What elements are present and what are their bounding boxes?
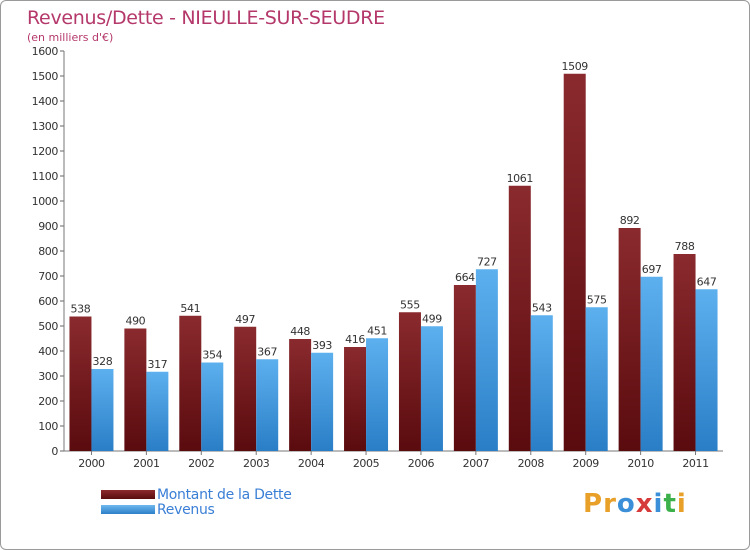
data-label-revenue: 317 <box>147 358 167 371</box>
bar-debt <box>673 254 696 451</box>
data-label-debt: 1509 <box>562 60 589 73</box>
x-tick-label: 2010 <box>627 457 654 470</box>
data-label-debt: 490 <box>125 315 145 328</box>
y-tick-label: 800 <box>38 245 58 258</box>
bar-revenue <box>420 326 443 451</box>
bar-revenue <box>585 307 608 451</box>
y-tick-label: 1200 <box>32 145 59 158</box>
x-tick-label: 2009 <box>573 457 600 470</box>
x-tick-label: 2004 <box>298 457 325 470</box>
y-tick-label: 1000 <box>32 195 59 208</box>
bar-revenue <box>256 359 279 451</box>
data-label-revenue: 727 <box>477 255 497 268</box>
bar-debt <box>618 228 641 451</box>
y-tick-label: 1600 <box>32 45 59 58</box>
y-tick-label: 300 <box>38 370 58 383</box>
data-label-revenue: 354 <box>202 349 222 362</box>
y-tick-label: 1300 <box>32 120 59 133</box>
data-label-debt: 788 <box>675 240 695 253</box>
y-tick-label: 100 <box>38 420 58 433</box>
x-tick-label: 2001 <box>133 457 159 470</box>
legend-label-debt: Montant de la Dette <box>157 486 292 503</box>
x-tick-label: 2005 <box>353 457 380 470</box>
x-tick-label: 2007 <box>463 457 490 470</box>
y-tick-label: 1400 <box>32 95 59 108</box>
legend-label-revenue: Revenus <box>157 501 215 518</box>
data-label-debt: 541 <box>180 302 200 315</box>
bar-debt <box>563 73 586 451</box>
x-tick-label: 2011 <box>682 457 708 470</box>
bar-debt <box>289 339 312 451</box>
proxiti-logo: Proxiti <box>583 489 687 519</box>
data-label-debt: 892 <box>620 214 640 227</box>
chart-title: Revenus/Dette - NIEULLE-SUR-SEUDRE <box>27 7 385 29</box>
data-label-debt: 1061 <box>507 172 533 185</box>
data-label-revenue: 328 <box>93 355 113 368</box>
data-label-debt: 416 <box>345 333 365 346</box>
bar-revenue <box>146 371 169 451</box>
data-label-debt: 497 <box>235 313 255 326</box>
data-label-revenue: 451 <box>367 324 387 337</box>
bar-debt <box>124 328 147 451</box>
bar-revenue <box>530 315 553 451</box>
x-tick-label: 2000 <box>78 457 105 470</box>
data-label-revenue: 575 <box>587 293 607 306</box>
bar-revenue <box>201 362 224 451</box>
chart-subtitle: (en milliers d'€) <box>27 31 114 44</box>
bar-revenue <box>366 338 389 451</box>
data-label-revenue: 499 <box>422 312 442 325</box>
bar-debt <box>179 315 202 451</box>
data-label-revenue: 367 <box>257 345 277 358</box>
y-tick-label: 500 <box>38 320 58 333</box>
legend: Montant de la Dette Revenus <box>101 486 292 518</box>
x-tick-label: 2008 <box>518 457 545 470</box>
bar-debt <box>69 316 92 451</box>
data-label-debt: 538 <box>71 303 91 316</box>
bar-revenue <box>311 352 334 451</box>
bar-revenue <box>695 289 718 451</box>
y-tick-label: 1100 <box>32 170 59 183</box>
legend-swatch-debt <box>101 490 155 499</box>
bar-revenue <box>91 369 114 451</box>
legend-swatch-revenue <box>101 505 155 514</box>
y-tick-label: 1500 <box>32 70 59 83</box>
x-tick-label: 2003 <box>243 457 270 470</box>
data-label-revenue: 697 <box>642 263 662 276</box>
bar-debt <box>453 285 476 451</box>
data-label-debt: 555 <box>400 298 420 311</box>
data-label-debt: 664 <box>455 271 475 284</box>
data-label-revenue: 393 <box>312 339 332 352</box>
bar-revenue <box>640 276 663 451</box>
y-tick-label: 700 <box>38 270 58 283</box>
x-tick-label: 2006 <box>408 457 435 470</box>
y-tick-label: 400 <box>38 345 58 358</box>
y-tick-label: 200 <box>38 395 58 408</box>
legend-item-revenue: Revenus <box>101 501 292 518</box>
bar-debt <box>344 347 367 451</box>
y-tick-label: 600 <box>38 295 58 308</box>
y-tick-label: 900 <box>38 220 58 233</box>
legend-item-debt: Montant de la Dette <box>101 486 292 503</box>
y-tick-label: 0 <box>51 445 58 458</box>
data-label-debt: 448 <box>290 325 310 338</box>
data-label-revenue: 543 <box>532 301 552 314</box>
x-tick-label: 2002 <box>188 457 214 470</box>
data-label-revenue: 647 <box>697 275 717 288</box>
bar-debt <box>508 185 531 451</box>
bar-debt <box>234 326 257 451</box>
bar-debt <box>398 312 421 451</box>
bar-revenue <box>475 269 498 451</box>
